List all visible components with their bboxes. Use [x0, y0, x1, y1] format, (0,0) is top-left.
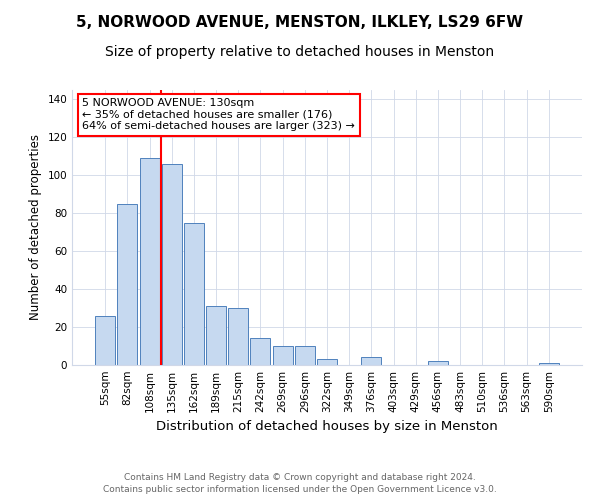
- Bar: [206, 306, 226, 365]
- Text: Contains HM Land Registry data © Crown copyright and database right 2024.: Contains HM Land Registry data © Crown c…: [124, 472, 476, 482]
- Bar: [228, 308, 248, 365]
- Bar: [539, 363, 559, 365]
- Bar: [317, 360, 337, 365]
- Bar: [95, 316, 115, 365]
- Bar: [428, 361, 448, 365]
- Bar: [250, 338, 271, 365]
- Bar: [162, 164, 182, 365]
- Bar: [118, 204, 137, 365]
- Bar: [295, 346, 315, 365]
- X-axis label: Distribution of detached houses by size in Menston: Distribution of detached houses by size …: [156, 420, 498, 434]
- Bar: [361, 358, 382, 365]
- Text: 5, NORWOOD AVENUE, MENSTON, ILKLEY, LS29 6FW: 5, NORWOOD AVENUE, MENSTON, ILKLEY, LS29…: [76, 15, 524, 30]
- Bar: [272, 346, 293, 365]
- Text: 5 NORWOOD AVENUE: 130sqm
← 35% of detached houses are smaller (176)
64% of semi-: 5 NORWOOD AVENUE: 130sqm ← 35% of detach…: [82, 98, 355, 132]
- Y-axis label: Number of detached properties: Number of detached properties: [29, 134, 42, 320]
- Text: Contains public sector information licensed under the Open Government Licence v3: Contains public sector information licen…: [103, 485, 497, 494]
- Bar: [140, 158, 160, 365]
- Text: Size of property relative to detached houses in Menston: Size of property relative to detached ho…: [106, 45, 494, 59]
- Bar: [184, 223, 204, 365]
